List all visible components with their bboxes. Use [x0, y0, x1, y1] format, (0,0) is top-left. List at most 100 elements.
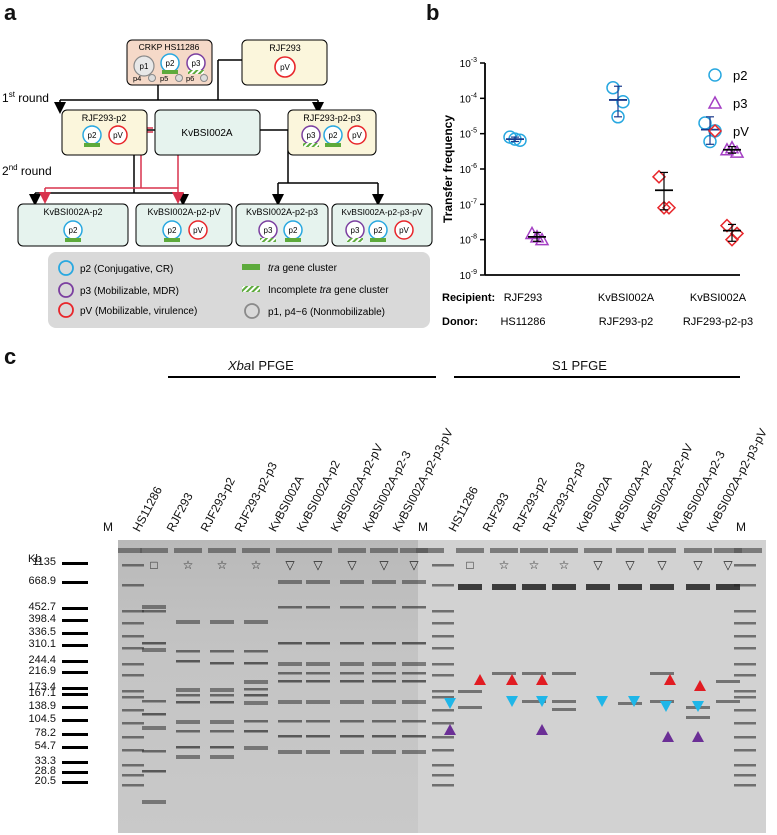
- band-arrowhead: [506, 674, 518, 685]
- gel-bands: □ ☆ ☆ ☆ ▽ ▽ ▽ ▽ ▽ □ ☆ ☆ ☆ ▽ ▽ ▽ ▽ ▽: [114, 540, 766, 833]
- band-arrowhead: [596, 696, 608, 707]
- marker-band: [122, 784, 144, 787]
- marker-band: [734, 635, 756, 638]
- xba-band: [340, 700, 364, 704]
- kb-ladder-tick: [62, 562, 88, 565]
- gel-well: [208, 548, 236, 553]
- xba-band: [372, 662, 396, 666]
- gel-well: [584, 548, 612, 553]
- well-symbol: ☆: [217, 558, 228, 572]
- xba-band: [340, 680, 364, 683]
- well-symbol: ▽: [693, 558, 703, 572]
- xba-band: [210, 662, 234, 665]
- svg-text:p2: p2: [374, 226, 383, 235]
- data-point-pV: [656, 200, 672, 215]
- marker-band: [734, 584, 756, 587]
- lane-label-s1: HS11286: [445, 484, 482, 534]
- xba-band: [340, 580, 364, 584]
- gel-well: [550, 548, 578, 553]
- marker-band: [122, 674, 144, 677]
- recipient-value: RJF293: [504, 292, 543, 304]
- plasmid-band: [552, 672, 576, 675]
- recipient-label: Recipient:: [442, 292, 495, 304]
- kb-ladder-label: 1135: [32, 556, 56, 568]
- kb-ladder-label: 28.8: [34, 765, 56, 777]
- xba-band: [340, 750, 364, 754]
- xba-band: [278, 735, 302, 738]
- band-arrowhead: [506, 696, 518, 707]
- well-symbol: ▽: [409, 558, 419, 572]
- marker-band: [734, 674, 756, 677]
- legend-marker-p3: [707, 95, 723, 109]
- marker-band: [734, 696, 756, 699]
- xba-band: [402, 735, 426, 738]
- legend-p3: p3 (Mobilizable, MDR): [80, 286, 179, 297]
- xba-band: [278, 750, 302, 754]
- y-tick-label: 10-5: [460, 128, 477, 141]
- xba-band: [402, 606, 426, 609]
- xba-band: [278, 672, 302, 675]
- kb-ladder-tick: [62, 644, 88, 647]
- xba-band: [142, 770, 166, 773]
- marker-band: [122, 736, 144, 739]
- marker-band: [432, 690, 454, 693]
- xba-band: [278, 720, 302, 723]
- svg-text:KvBSI002A-p2-p3-pV: KvBSI002A-p2-p3-pV: [341, 207, 423, 217]
- xba-band: [402, 750, 426, 754]
- xba-band: [244, 620, 268, 624]
- band-arrowhead: [662, 731, 674, 742]
- xba-band: [176, 720, 200, 724]
- kb-ladder-tick: [62, 733, 88, 736]
- kb-ladder-label: 452.7: [28, 601, 56, 613]
- well-symbol: ▽: [379, 558, 389, 572]
- xba-band: [210, 755, 234, 759]
- gel-well: [304, 548, 332, 553]
- marker-band: [122, 610, 144, 613]
- xba-band: [306, 680, 330, 683]
- gel-well: [338, 548, 366, 553]
- xba-band: [402, 720, 426, 723]
- transfer-frequency-chart: 10-3 10-4 10-5 10-6 10-7 10-8 10-9 Transfer fre…: [441, 57, 753, 328]
- marker-band: [734, 784, 756, 787]
- well-symbol: ▽: [723, 558, 733, 572]
- xba-band: [340, 642, 364, 645]
- xba-band: [142, 800, 166, 804]
- kb-unit: Kb: [28, 553, 42, 565]
- plasmid-band: [458, 706, 482, 709]
- marker-band: [122, 647, 144, 650]
- marker-band: [122, 663, 144, 666]
- marker-m-3: M: [736, 520, 746, 534]
- lane-label-xbai: RJF293: [163, 490, 196, 534]
- well-symbol: ▽: [625, 558, 635, 572]
- marker-band: [432, 749, 454, 752]
- y-tick-label: 10-7: [460, 198, 477, 211]
- legend-marker-p2: [708, 68, 722, 82]
- legend-box: [48, 252, 430, 328]
- xba-band: [306, 672, 330, 675]
- svg-text:pV: pV: [352, 131, 362, 140]
- round2-label: 2nd round: [2, 163, 52, 178]
- y-tick-label: 10-6: [460, 163, 477, 176]
- marker-band: [734, 764, 756, 767]
- s1-bar: [454, 376, 740, 378]
- xba-band: [244, 650, 268, 653]
- kb-ladder-label: 310.1: [28, 638, 56, 650]
- xba-band: [340, 606, 364, 609]
- marker-band: [734, 690, 756, 693]
- kb-ladder-tick: [62, 660, 88, 663]
- kv-p2-pv-box: [135, 203, 233, 247]
- svg-text:p4: p4: [133, 74, 141, 83]
- xba-band: [244, 680, 268, 684]
- chromosome-band: [716, 584, 740, 590]
- marker-band: [122, 690, 144, 693]
- marker-band: [432, 610, 454, 613]
- xba-band: [176, 755, 200, 759]
- plasmid-band: [522, 672, 546, 675]
- marker-m-2: M: [418, 520, 428, 534]
- marker-band: [432, 674, 454, 677]
- s1-gel-region: [418, 540, 766, 833]
- svg-text:KvBSI002A-p2-pV: KvBSI002A-p2-pV: [147, 207, 220, 217]
- kb-ladder-tick: [62, 719, 88, 722]
- xba-band: [244, 662, 268, 665]
- band-arrowhead: [444, 698, 456, 709]
